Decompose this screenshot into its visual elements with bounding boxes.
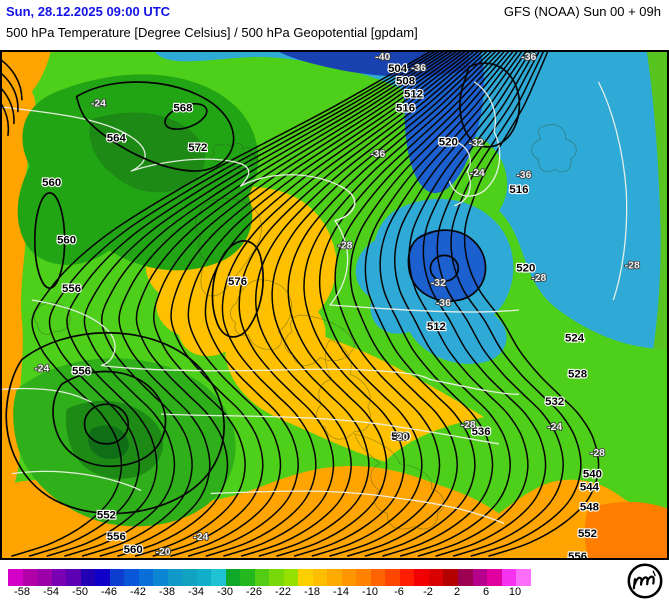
svg-text:556: 556 (72, 365, 91, 377)
svg-text:560: 560 (57, 234, 76, 246)
svg-text:-40: -40 (375, 52, 390, 63)
svg-text:-24: -24 (470, 168, 485, 179)
svg-text:-36: -36 (411, 63, 426, 74)
svg-text:-24: -24 (193, 532, 208, 543)
svg-text:572: 572 (188, 142, 207, 154)
svg-text:568: 568 (173, 103, 192, 115)
svg-text:-28: -28 (590, 448, 605, 459)
svg-text:516: 516 (396, 103, 415, 115)
svg-text:564: 564 (107, 132, 127, 144)
svg-text:-32: -32 (469, 138, 484, 149)
svg-text:540: 540 (583, 469, 602, 481)
svg-text:-20: -20 (393, 432, 408, 443)
svg-text:-36: -36 (521, 52, 536, 63)
svg-text:508: 508 (396, 76, 415, 88)
svg-text:-24: -24 (34, 363, 49, 374)
svg-text:-28: -28 (461, 420, 476, 431)
svg-text:556: 556 (568, 551, 587, 558)
svg-text:512: 512 (427, 321, 446, 333)
svg-text:532: 532 (545, 396, 564, 408)
svg-text:504: 504 (388, 63, 408, 75)
svg-text:552: 552 (97, 509, 116, 521)
svg-text:-28: -28 (531, 273, 546, 284)
svg-text:-24: -24 (91, 99, 106, 110)
svg-text:520: 520 (439, 136, 458, 148)
svg-text:548: 548 (580, 501, 599, 513)
svg-text:-28: -28 (625, 260, 640, 271)
svg-text:528: 528 (568, 368, 587, 380)
svg-text:-36: -36 (516, 170, 531, 181)
svg-text:556: 556 (107, 531, 126, 543)
svg-text:560: 560 (42, 177, 61, 189)
svg-text:516: 516 (509, 184, 528, 196)
svg-text:552: 552 (578, 528, 597, 540)
svg-text:560: 560 (124, 544, 143, 556)
svg-text:-24: -24 (547, 422, 562, 433)
svg-text:-20: -20 (156, 547, 171, 558)
svg-text:512: 512 (404, 89, 423, 101)
svg-text:576: 576 (228, 276, 247, 288)
svg-text:556: 556 (62, 283, 81, 295)
svg-text:544: 544 (580, 482, 600, 494)
svg-text:-32: -32 (431, 278, 446, 289)
svg-text:-36: -36 (370, 149, 385, 160)
svg-text:-36: -36 (436, 298, 451, 309)
svg-text:524: 524 (565, 333, 585, 345)
svg-text:-28: -28 (337, 240, 352, 251)
